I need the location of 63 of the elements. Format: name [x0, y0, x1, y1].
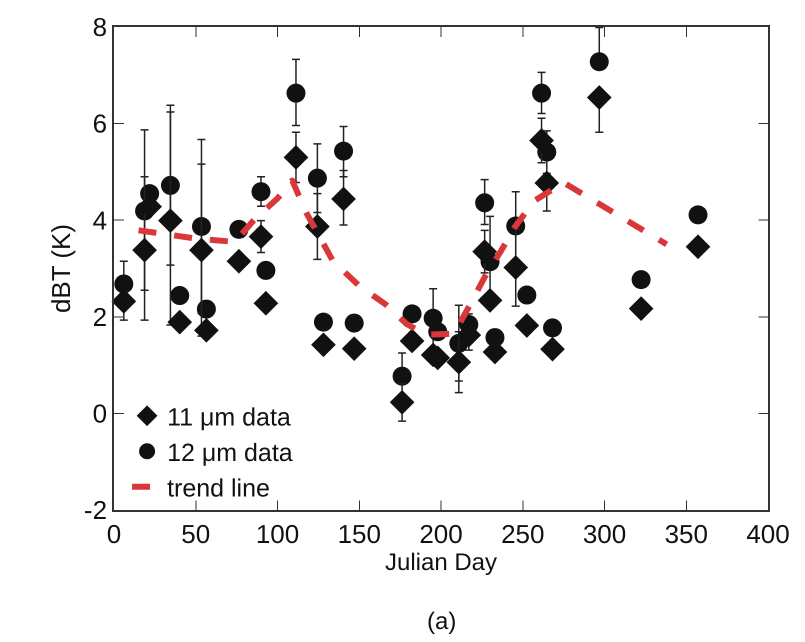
point [478, 288, 502, 313]
point [252, 182, 270, 202]
point [472, 239, 497, 264]
point [194, 318, 219, 343]
x-tick-label: 50 [181, 518, 210, 549]
point [475, 193, 494, 212]
point [167, 310, 192, 334]
point [334, 142, 354, 161]
y-tick-label: 2 [92, 302, 108, 332]
x-axis-title: Julian Day [384, 548, 498, 576]
x-tick-label: 400 [746, 518, 790, 549]
legend-label: trend line [167, 474, 270, 502]
x-tick-label: 150 [338, 518, 381, 549]
point [254, 290, 278, 316]
point [503, 255, 528, 280]
point [308, 168, 327, 188]
point [392, 366, 412, 386]
point [344, 314, 364, 333]
point [540, 336, 565, 362]
point [532, 84, 552, 103]
x-tick-label: 350 [664, 518, 708, 549]
point [331, 186, 356, 212]
text: (a) [427, 608, 456, 635]
point [248, 224, 274, 249]
point [286, 84, 306, 103]
point [632, 270, 651, 290]
point [543, 318, 562, 338]
point [311, 332, 336, 358]
point [529, 128, 554, 153]
point [590, 52, 609, 72]
point [170, 286, 190, 306]
point [688, 205, 708, 224]
point [132, 238, 157, 262]
legend-label: 11 μm data [167, 404, 291, 432]
y-tick-label: 0 [92, 398, 108, 428]
point [114, 274, 134, 294]
point [196, 300, 216, 319]
point [189, 238, 214, 262]
legend-label: 12 μm data [167, 439, 293, 467]
y-tick-label: 6 [92, 108, 108, 139]
point [284, 145, 308, 170]
x-tick-label: 100 [256, 518, 300, 549]
point [226, 248, 252, 274]
point [628, 296, 654, 321]
point [314, 312, 333, 332]
point [390, 390, 414, 415]
y-axis-title: dBT (K) [46, 224, 76, 314]
y-tick-label: 8 [92, 12, 108, 42]
point [402, 304, 422, 324]
point [517, 286, 536, 305]
point [514, 313, 540, 338]
y-tick-label: 4 [92, 205, 108, 236]
point [446, 350, 472, 375]
point [256, 260, 276, 280]
x-tick-label: 300 [582, 518, 626, 549]
point [586, 85, 612, 110]
point [400, 328, 424, 354]
point [342, 336, 367, 362]
x-tick-label: 250 [501, 518, 544, 549]
y-tick-label: -2 [84, 495, 108, 526]
point [686, 234, 710, 260]
x-tick-label: 200 [419, 518, 463, 549]
point [158, 208, 183, 234]
